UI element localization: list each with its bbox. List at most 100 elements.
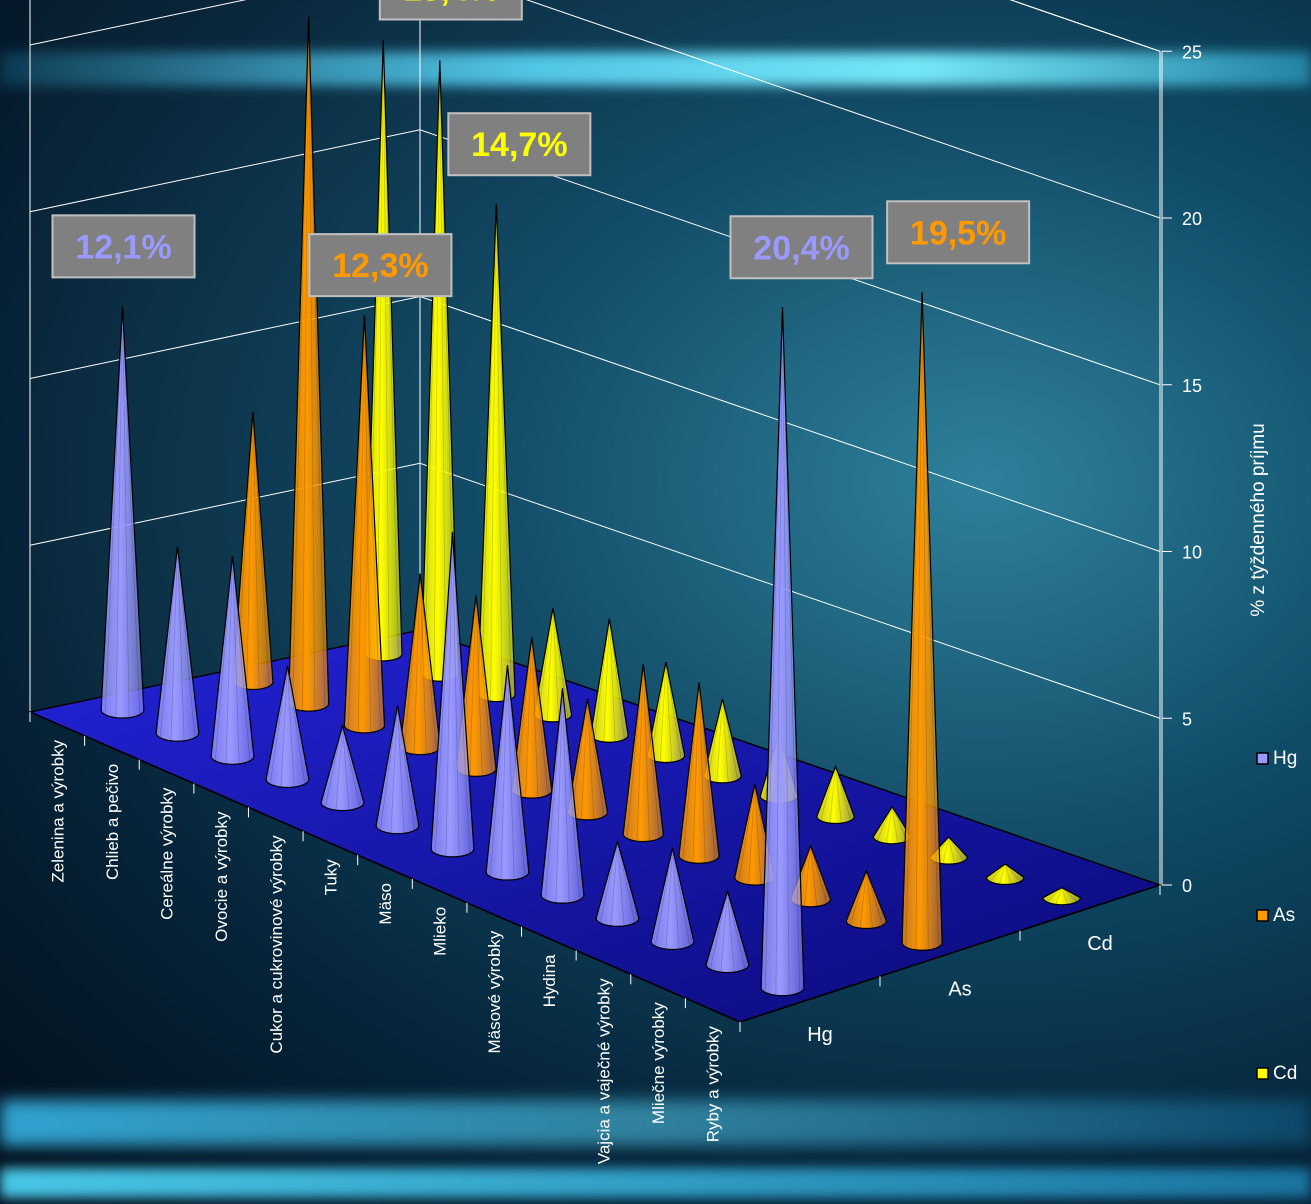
cone-facet bbox=[452, 531, 471, 854]
cone-facet bbox=[665, 662, 673, 763]
cone-facet bbox=[706, 698, 723, 781]
cone-facet bbox=[672, 847, 691, 947]
cone-facet bbox=[764, 307, 783, 993]
cone-facet bbox=[654, 847, 673, 947]
cone-facet bbox=[642, 663, 650, 842]
value-axis: 0 5 10 15 20 25 % z týždenného príjmu bbox=[1161, 42, 1269, 896]
cone-facet bbox=[500, 665, 508, 880]
cone-facet bbox=[115, 306, 123, 718]
cone-facet bbox=[232, 556, 251, 761]
value-tick-label: 5 bbox=[1182, 709, 1192, 729]
cone-facet bbox=[379, 705, 398, 831]
cone-facet bbox=[738, 783, 756, 882]
data-label-4: 18,4% bbox=[378, 0, 523, 21]
cone-facet bbox=[347, 315, 365, 730]
cone-facet bbox=[490, 204, 497, 702]
cone-cd-12 bbox=[1042, 886, 1082, 906]
value-tick-label: 25 bbox=[1182, 42, 1202, 62]
category-label: Vajcia a vaječné výrobky bbox=[595, 978, 614, 1164]
cone-facet bbox=[580, 698, 588, 820]
cone-as-2 bbox=[343, 315, 386, 734]
series-axis-label: Cd bbox=[1087, 933, 1113, 955]
cone-facet bbox=[177, 546, 196, 738]
cone-facet bbox=[609, 618, 616, 742]
cone-hg-2 bbox=[210, 556, 255, 765]
cone-facet bbox=[587, 698, 595, 820]
cone-cd-8 bbox=[816, 764, 855, 825]
cone-facet bbox=[562, 688, 581, 900]
data-labels: 12,1%20,6%12,3%18,4%18,4%14,7%20,4%19,5% bbox=[51, 0, 1031, 298]
data-label-text: 12,3% bbox=[332, 247, 428, 285]
data-label-box bbox=[308, 233, 453, 298]
cone-facet bbox=[727, 891, 735, 973]
cone-facet bbox=[225, 556, 233, 764]
data-label-text: 18,4% bbox=[403, 0, 499, 9]
cone-facet bbox=[803, 845, 811, 907]
cone-facet bbox=[1055, 887, 1063, 905]
data-label-0: 12,1% bbox=[51, 214, 196, 279]
cone-facet bbox=[891, 806, 908, 842]
cone-facet bbox=[617, 841, 625, 926]
cone-facet bbox=[308, 16, 316, 711]
legend-swatch bbox=[1256, 1067, 1269, 1080]
cone-facet bbox=[1061, 887, 1078, 903]
cone-facet bbox=[397, 705, 416, 831]
cone-facet bbox=[495, 204, 512, 699]
legend-label: Hg bbox=[1273, 748, 1297, 769]
cone-as-11 bbox=[845, 869, 888, 930]
cone-facet bbox=[835, 766, 852, 821]
cone-hg-9 bbox=[595, 839, 640, 927]
cone-hg-7 bbox=[485, 665, 530, 881]
series-axis-line bbox=[739, 884, 1161, 1023]
data-label-box bbox=[51, 214, 196, 279]
category-label: Mäso bbox=[376, 883, 395, 925]
cone-hg-5 bbox=[375, 705, 420, 835]
cone-facet bbox=[552, 608, 560, 722]
cone-facet bbox=[865, 870, 873, 929]
cone-facet bbox=[915, 292, 923, 950]
cone-facet bbox=[829, 766, 836, 824]
cone-facet bbox=[419, 573, 427, 755]
cone-facet bbox=[433, 60, 441, 681]
cone-facet bbox=[885, 806, 893, 844]
cone-hg-12 bbox=[760, 307, 805, 997]
cone-facet bbox=[104, 306, 123, 715]
cone-facet bbox=[722, 699, 729, 783]
cone-facet bbox=[754, 784, 762, 885]
cone-hg-11 bbox=[705, 888, 750, 974]
cone-hg-8 bbox=[540, 688, 585, 904]
cone-facet bbox=[642, 663, 660, 839]
category-label: Tuky bbox=[321, 859, 340, 896]
cone-facet bbox=[544, 688, 563, 900]
cone-facet bbox=[377, 40, 384, 661]
cone-facet bbox=[593, 618, 610, 740]
cone-facet bbox=[489, 665, 508, 877]
cone-facet bbox=[507, 665, 526, 877]
cone-facet bbox=[859, 870, 867, 929]
cone-hg-1 bbox=[155, 546, 200, 742]
cone-facet bbox=[364, 315, 382, 730]
cone-facet bbox=[280, 665, 288, 788]
cone-facet bbox=[531, 637, 539, 798]
cone-cd-11 bbox=[985, 863, 1025, 885]
cone-facet bbox=[439, 60, 446, 681]
legend-swatch bbox=[1256, 752, 1269, 765]
cone-facet bbox=[948, 836, 965, 862]
cone-facet bbox=[552, 608, 569, 720]
cone-facet bbox=[692, 682, 700, 863]
cone-facet bbox=[246, 411, 254, 690]
data-label-7: 19,5% bbox=[886, 200, 1031, 265]
cone-facet bbox=[525, 637, 533, 798]
cone-facet bbox=[698, 682, 716, 861]
cone-facet bbox=[452, 531, 460, 857]
cone-facet bbox=[364, 315, 372, 733]
cone-hg-10 bbox=[650, 847, 695, 951]
cone-facet bbox=[252, 411, 260, 690]
cone-facet bbox=[610, 841, 618, 926]
cone-hg-3 bbox=[265, 665, 310, 789]
data-label-text: 12,1% bbox=[75, 228, 171, 266]
cone-facet bbox=[905, 292, 923, 948]
cone-facet bbox=[921, 292, 929, 950]
cone-facet bbox=[324, 725, 343, 808]
